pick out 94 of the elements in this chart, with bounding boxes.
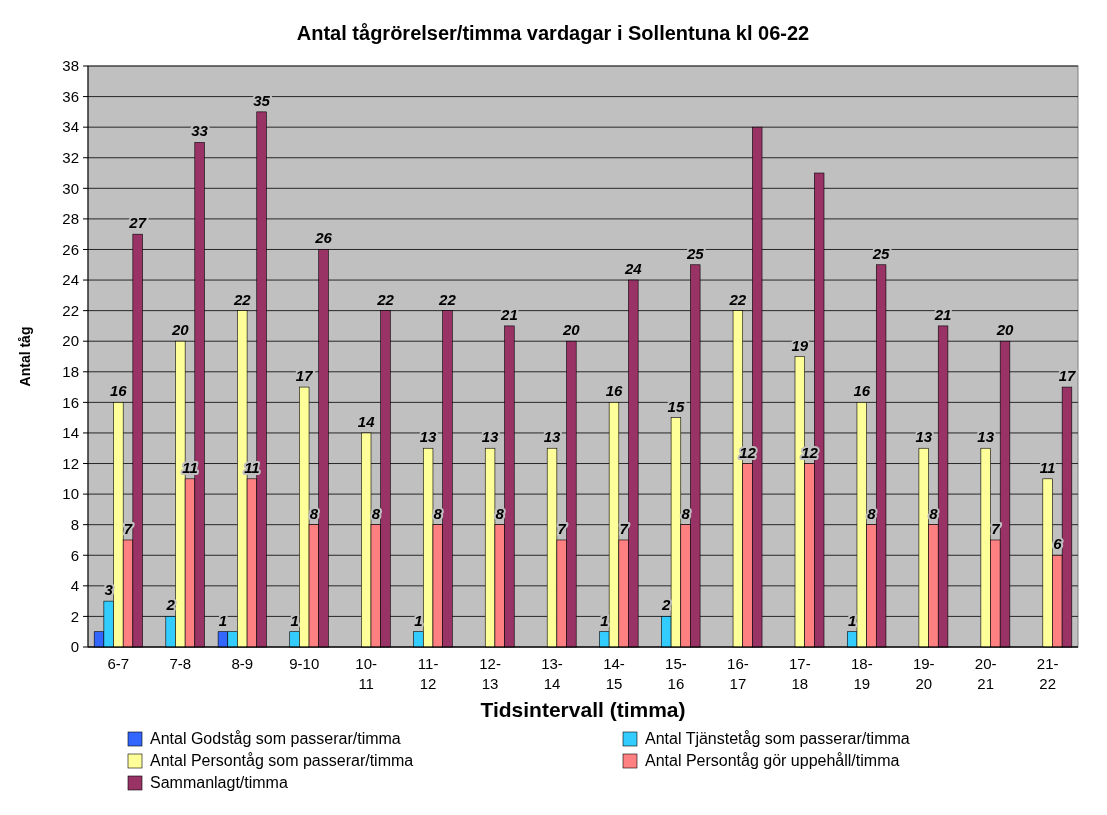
- y-tick-label: 16: [62, 393, 79, 411]
- data-label: 8: [495, 504, 505, 522]
- data-label: 1: [847, 611, 857, 629]
- data-label: 33: [191, 122, 209, 140]
- x-tick-label: 14-15: [603, 655, 625, 692]
- data-label: 35: [253, 91, 271, 109]
- data-label: 21: [933, 305, 952, 323]
- y-axis-title: Antal tåg: [17, 326, 33, 387]
- data-label: 1: [414, 611, 423, 629]
- data-label: 22: [438, 290, 457, 308]
- y-tick-label: 2: [70, 607, 79, 625]
- x-tick-label: 6-7: [107, 655, 130, 672]
- y-tick-label: 12: [62, 454, 79, 472]
- y-tick-label: 0: [70, 638, 79, 656]
- y-tick-label: 6: [70, 546, 79, 564]
- data-label: 8: [433, 504, 443, 522]
- x-tick-label: 16-17: [727, 655, 749, 692]
- data-label: 13: [543, 428, 562, 446]
- data-label: 3: [104, 581, 114, 599]
- x-tick-label: 19-20: [912, 655, 935, 692]
- x-tick-label: 11-12: [417, 655, 439, 692]
- y-tick-label: 24: [62, 271, 79, 289]
- x-tick-label: 8-9: [231, 655, 254, 672]
- data-label: 13: [481, 428, 500, 446]
- data-label: 7: [557, 519, 567, 537]
- y-tick-label: 8: [70, 515, 79, 533]
- x-tick-label: 12-13: [479, 655, 501, 692]
- legend-label: Antal Godståg som passerar/timma: [150, 730, 401, 747]
- y-tick-label: 30: [62, 179, 79, 197]
- y-tick-label: 32: [62, 148, 79, 166]
- data-label: 25: [871, 244, 891, 262]
- y-tick-label: 4: [70, 577, 79, 595]
- data-label: 2: [165, 596, 176, 614]
- x-tick-label: 17-18: [788, 655, 811, 692]
- legend-label: Antal Tjänstetåg som passerar/timma: [645, 730, 910, 747]
- x-tick-label: 21-22: [1036, 655, 1059, 692]
- y-tick-label: 20: [62, 332, 79, 350]
- chart-title: Antal tågrörelser/timma vardagar i Sollentuna kl 06-22: [296, 22, 810, 44]
- data-label: 17: [1058, 367, 1076, 385]
- data-label: 26: [314, 229, 333, 247]
- x-tick-label: 7-8: [169, 655, 192, 672]
- data-label: 25: [685, 244, 705, 262]
- data-label: 1: [218, 611, 228, 629]
- data-label: 13: [977, 428, 995, 446]
- data-label: 16: [110, 382, 128, 400]
- legend-label: Antal Persontåg gör uppehåll/timma: [645, 752, 900, 769]
- data-label: 22: [376, 290, 395, 308]
- data-label: 1: [600, 611, 609, 629]
- data-label: 8: [309, 504, 319, 522]
- legend-label: Antal Persontåg som passerar/timma: [150, 752, 414, 769]
- y-tick-label: 10: [62, 485, 79, 503]
- x-axis-title: Tidsintervall (timma): [480, 698, 686, 721]
- data-label: 15: [667, 397, 685, 415]
- y-tick-label: 28: [62, 210, 79, 228]
- x-tick-label: 10-11: [355, 655, 378, 692]
- y-tick-label: 18: [62, 363, 79, 381]
- x-tick-label: 18-19: [850, 655, 873, 692]
- y-tick-label: 26: [62, 240, 79, 258]
- y-tick-label: 22: [62, 301, 79, 319]
- legend-label: Sammanlagt/timma: [150, 774, 288, 791]
- data-label: 13: [419, 428, 438, 446]
- data-label: 6: [1053, 535, 1063, 553]
- data-label: 14: [357, 412, 376, 430]
- data-label: 16: [853, 382, 871, 400]
- data-label: 22: [728, 290, 747, 308]
- y-tick-label: 38: [62, 57, 79, 75]
- data-label: 20: [562, 321, 581, 339]
- data-label: 7: [123, 519, 133, 537]
- y-tick-label: 34: [62, 118, 79, 136]
- y-tick-label: 36: [62, 87, 79, 105]
- data-label: 17: [295, 367, 314, 385]
- data-label: 19: [791, 336, 809, 354]
- data-label: 8: [681, 504, 691, 522]
- data-label: 24: [623, 260, 643, 278]
- data-label: 8: [371, 504, 381, 522]
- x-tick-label: 9-10: [289, 655, 320, 672]
- data-label: 13: [915, 428, 933, 446]
- data-label: 2: [661, 596, 672, 614]
- data-label: 1: [290, 611, 299, 629]
- data-label: 22: [232, 290, 252, 308]
- data-label: 8: [929, 504, 939, 522]
- data-label: 21: [500, 305, 518, 323]
- x-tick-label: 15-16: [665, 655, 687, 692]
- data-label: 27: [128, 214, 147, 232]
- data-label: 8: [867, 504, 877, 522]
- data-label: 7: [991, 519, 1001, 537]
- data-label: 11: [1039, 458, 1056, 476]
- x-tick-label: 13-14: [541, 655, 563, 692]
- data-label: 20: [170, 321, 190, 339]
- data-label: 16: [605, 382, 623, 400]
- data-label: 20: [995, 321, 1015, 339]
- data-label: 7: [619, 519, 629, 537]
- y-tick-label: 14: [62, 424, 79, 442]
- x-tick-label: 20-21: [974, 655, 997, 692]
